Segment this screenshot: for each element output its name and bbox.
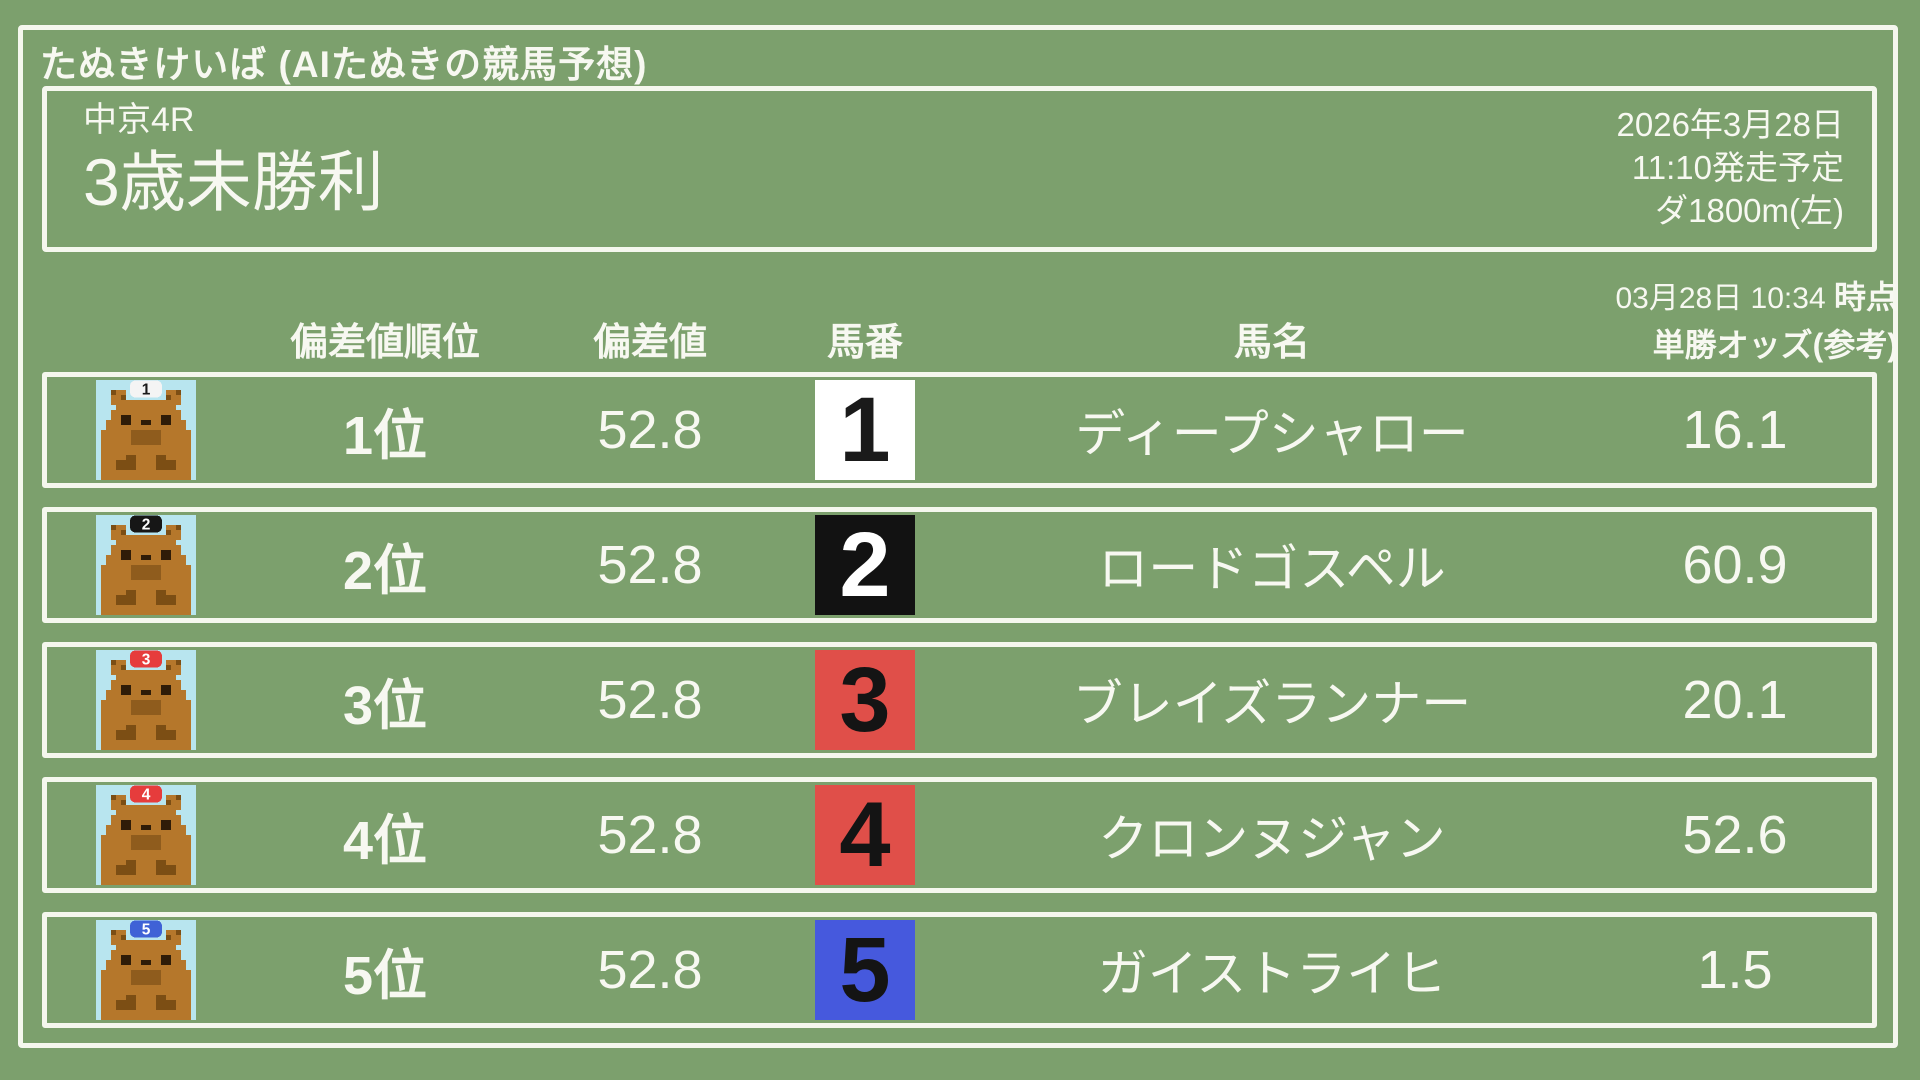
tanuki-avatar: 4 — [47, 785, 254, 885]
odds-timestamp-value: 03月28日 10:34 — [1615, 282, 1826, 315]
horse-number-cell: 3 — [784, 650, 946, 750]
race-identity: 中京4R 3歳未勝利 — [83, 99, 384, 218]
svg-text:5: 5 — [142, 922, 151, 939]
score-value: 52.8 — [597, 670, 703, 730]
odds-value: 60.9 — [1682, 535, 1788, 595]
tanuki-icon: 4 — [96, 785, 196, 885]
race-track: ダ1800m(左) — [1655, 192, 1844, 229]
tanuki-avatar: 3 — [47, 650, 254, 750]
horse-number-badge: 1 — [815, 380, 915, 480]
horse-number-cell: 1 — [784, 380, 946, 480]
rank-value: 3位 — [342, 675, 428, 736]
score-value: 52.8 — [597, 940, 703, 1000]
site-title: たぬきけいば (AIたぬきの競馬予想) — [40, 44, 648, 85]
rank-value: 5位 — [342, 945, 428, 1006]
tanuki-icon: 1 — [96, 380, 196, 480]
horse-name: ブレイズランナー — [1072, 676, 1472, 732]
table-row: 1 1位 52.8 1 ディープシャロー 16.1 — [42, 372, 1877, 488]
odds-value: 52.6 — [1682, 805, 1788, 865]
svg-text:1: 1 — [142, 382, 151, 399]
odds-value: 1.5 — [1697, 940, 1773, 1000]
table-row: 5 5位 52.8 5 ガイストライヒ 1.5 — [42, 912, 1877, 1028]
odds-value: 20.1 — [1682, 670, 1788, 730]
header-rank: 偏差値順位 — [289, 322, 480, 364]
race-start-time: 11:10発走予定 — [1631, 149, 1844, 186]
tanuki-avatar: 2 — [47, 515, 254, 615]
score-value: 52.8 — [597, 805, 703, 865]
svg-text:4: 4 — [142, 787, 151, 804]
horse-number-cell: 5 — [784, 920, 946, 1020]
rank-value: 2位 — [342, 540, 428, 601]
tanuki-avatar: 5 — [47, 920, 254, 1020]
horse-number-badge: 3 — [815, 650, 915, 750]
horse-name: ディープシャロー — [1075, 406, 1469, 462]
tanuki-icon: 5 — [96, 920, 196, 1020]
race-meta: 2026年3月28日 11:10発走予定 ダ1800m(左) — [1617, 103, 1844, 232]
chalk-outer-frame — [18, 25, 1898, 1048]
header-number: 馬番 — [826, 322, 903, 364]
score-value: 52.8 — [597, 400, 703, 460]
tanuki-icon: 3 — [96, 650, 196, 750]
table-header: 偏差値順位 偏差値 馬番 馬名 03月28日 10:34 時点 単勝オッズ(参考… — [42, 272, 1898, 370]
horse-name: クロンヌジャン — [1098, 811, 1446, 867]
horse-number-badge: 2 — [815, 515, 915, 615]
horse-name: ロードゴスペル — [1098, 541, 1446, 597]
rank-value: 4位 — [342, 810, 428, 871]
race-name: 3歳未勝利 — [83, 144, 384, 219]
svg-text:2: 2 — [142, 517, 151, 534]
header-name: 馬名 — [1233, 322, 1310, 364]
horse-number-badge: 4 — [815, 785, 915, 885]
horse-number-badge: 5 — [815, 920, 915, 1020]
svg-text:3: 3 — [142, 652, 151, 669]
horse-name: ガイストライヒ — [1097, 946, 1447, 1002]
odds-value: 16.1 — [1682, 400, 1788, 460]
score-value: 52.8 — [597, 535, 703, 595]
tanuki-icon: 2 — [96, 515, 196, 615]
table-row: 2 2位 52.8 2 ロードゴスペル 60.9 — [42, 507, 1877, 623]
odds-timestamp: 03月28日 10:34 時点 — [1598, 272, 1898, 318]
table-row: 3 3位 52.8 3 ブレイズランナー 20.1 — [42, 642, 1877, 758]
race-course: 中京4R — [83, 101, 195, 139]
table-row: 4 4位 52.8 4 クロンヌジャン 52.6 — [42, 777, 1877, 893]
rank-value: 1位 — [342, 405, 428, 466]
horse-number-cell: 4 — [784, 785, 946, 885]
header-odds: 03月28日 10:34 時点 単勝オッズ(参考) — [1598, 272, 1898, 366]
odds-label: 単勝オッズ(参考) — [1652, 327, 1898, 363]
odds-timestamp-suffix: 時点 — [1833, 279, 1898, 315]
race-info-box: 中京4R 3歳未勝利 2026年3月28日 11:10発走予定 ダ1800m(左… — [42, 86, 1877, 252]
tanuki-avatar: 1 — [47, 380, 254, 480]
race-date: 2026年3月28日 — [1616, 106, 1844, 143]
horse-number-cell: 2 — [784, 515, 946, 615]
header-score: 偏差値 — [592, 322, 707, 364]
